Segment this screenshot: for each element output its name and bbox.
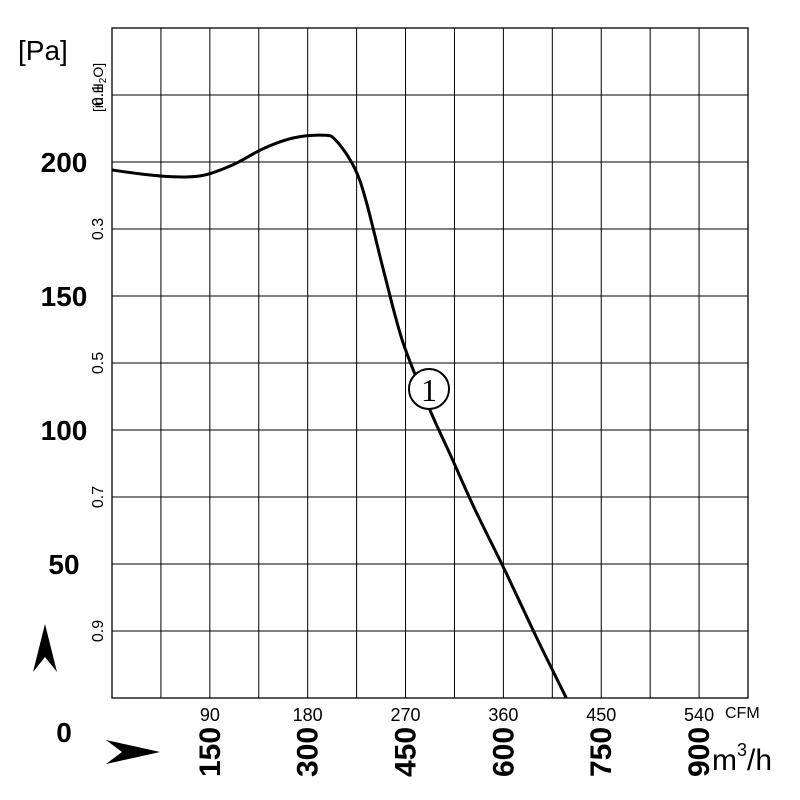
cfm-tick-label: 450	[586, 705, 616, 725]
cfm-tick-label: 180	[293, 705, 323, 725]
series-marker-1: 1	[408, 368, 450, 410]
m3h-tick-label: 900	[683, 727, 716, 777]
cfm-tick-labels: 90 180 270 360 450 540	[200, 705, 714, 725]
plot-frame	[111, 27, 749, 699]
pa-tick-label: 0	[56, 717, 72, 748]
m3h-unit-label: m3/h	[712, 740, 772, 777]
cfm-tick-label: 270	[391, 705, 421, 725]
cfm-tick-label: 360	[488, 705, 518, 725]
m3h-tick-label: 600	[487, 727, 520, 777]
inh2o-tick-label: 0.1	[90, 84, 107, 106]
cfm-tick-label: 540	[684, 705, 714, 725]
pa-tick-label: 50	[48, 549, 79, 580]
pa-unit-label: [Pa]	[18, 35, 68, 66]
inh2o-tick-label: 0.3	[90, 218, 107, 240]
inh2o-tick-label: 0.9	[90, 620, 107, 642]
pa-tick-label: 100	[41, 415, 88, 446]
up-arrow-icon	[33, 624, 57, 672]
m3h-tick-label: 450	[390, 727, 423, 777]
pa-tick-label: 200	[41, 147, 88, 178]
right-arrow-icon	[106, 740, 160, 764]
inh2o-unit-label: [in.H2O]	[90, 63, 109, 112]
pa-tick-labels: 0 50 100 150 200	[41, 147, 88, 748]
m3h-tick-label: 750	[585, 727, 618, 777]
m3h-tick-label: 300	[292, 727, 325, 777]
m3h-tick-label: 150	[194, 727, 227, 777]
inh2o-tick-label: 0.5	[90, 352, 107, 374]
cfm-tick-label: 90	[200, 705, 220, 725]
inh2o-tick-labels: 0.1 0.3 0.5 0.7 0.9	[90, 84, 107, 642]
cfm-unit-label: CFM	[725, 705, 760, 722]
svg-text:1: 1	[421, 372, 437, 408]
series-line-1	[111, 133, 568, 699]
m3h-tick-labels: 150 300 450 600 750 900	[194, 727, 716, 777]
pa-tick-label: 150	[41, 281, 88, 312]
inh2o-tick-label: 0.7	[90, 486, 107, 508]
grid	[112, 28, 748, 698]
